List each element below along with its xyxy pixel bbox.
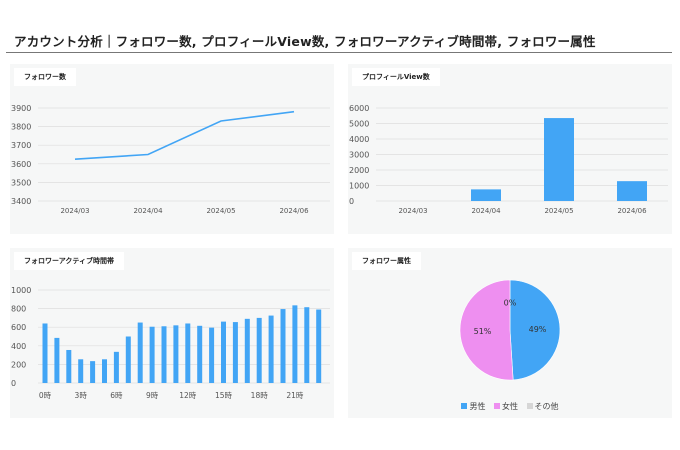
active-hour-bar bbox=[221, 321, 226, 383]
x-tick-label: 3時 bbox=[75, 391, 88, 400]
x-tick-label: 6時 bbox=[110, 391, 123, 400]
pie-slice-female bbox=[459, 279, 514, 381]
x-tick-label: 2024/04 bbox=[133, 207, 163, 215]
active-hour-bar bbox=[42, 323, 48, 383]
y-tick-label: 800 bbox=[11, 305, 26, 314]
profile-views-bar bbox=[617, 181, 647, 201]
legend-label-female: 女性 bbox=[502, 402, 518, 411]
active-hour-bar bbox=[66, 349, 72, 383]
active-hour-bar bbox=[280, 309, 286, 383]
legend-swatch-female bbox=[494, 403, 500, 409]
pie-label-other: 0% bbox=[504, 299, 517, 308]
active-hour-bar bbox=[304, 307, 310, 383]
legend-item-other[interactable]: その他 bbox=[526, 401, 559, 412]
legend-label-male: 男性 bbox=[469, 402, 486, 411]
follower-attributes-chart-title: フォロワー属性 bbox=[352, 252, 421, 270]
x-tick-label: 2024/06 bbox=[279, 207, 309, 215]
profile-views-chart-title: プロフィールView数 bbox=[352, 68, 440, 86]
legend-item-female[interactable]: 女性 bbox=[494, 401, 518, 412]
x-tick-label: 0時 bbox=[39, 391, 52, 400]
legend-label-other: その他 bbox=[534, 402, 559, 411]
active-hours-chart-panel: フォロワーアクティブ時間帯 1000 800 600 400 200 0 0時 3時 6時 9時 1… bbox=[10, 248, 334, 418]
profile-views-bar bbox=[471, 189, 501, 201]
x-tick-label: 2024/03 bbox=[60, 207, 89, 215]
active-hour-bar bbox=[256, 317, 262, 383]
y-tick-label: 3900 bbox=[11, 104, 31, 113]
y-tick-label: 3400 bbox=[11, 197, 31, 206]
y-tick-label: 6000 bbox=[349, 104, 369, 113]
y-tick-label: 3000 bbox=[349, 151, 369, 160]
x-tick-label: 2024/05 bbox=[544, 207, 573, 215]
active-hour-bar bbox=[209, 327, 215, 383]
active-hour-bar bbox=[137, 322, 143, 383]
y-tick-label: 3700 bbox=[11, 141, 31, 150]
profile-views-bar bbox=[544, 118, 574, 201]
followers-line-chart: 3900 3800 3700 3600 3500 3400 2024/03 2024/04 20… bbox=[11, 104, 330, 215]
y-tick-label: 3500 bbox=[11, 178, 31, 187]
active-hour-bar bbox=[102, 359, 107, 383]
active-hour-bar bbox=[161, 326, 167, 383]
y-tick-label: 4000 bbox=[349, 135, 369, 144]
follower-attributes-pie-chart: 49% 51% 0% bbox=[459, 279, 561, 381]
profile-views-chart-panel: プロフィールView数 6000 5000 4000 3000 2000 1000 0 202… bbox=[348, 64, 672, 234]
active-hour-bar bbox=[232, 322, 238, 383]
profile-views-bar-chart: 6000 5000 4000 3000 2000 1000 0 2024/03 2024/04 2… bbox=[349, 104, 668, 215]
active-hour-bar bbox=[173, 325, 179, 383]
active-hour-bar bbox=[125, 336, 131, 383]
y-tick-label: 0 bbox=[11, 379, 16, 388]
pie-slice-male bbox=[509, 279, 561, 381]
followers-chart-panel: フォロワー数 3900 3800 3700 3600 3500 3400 2024/03 20… bbox=[10, 64, 334, 234]
x-tick-label: 9時 bbox=[146, 391, 159, 400]
active-hour-bar bbox=[54, 337, 60, 383]
x-tick-label: 12時 bbox=[179, 391, 197, 400]
followers-chart-title: フォロワー数 bbox=[14, 68, 76, 86]
y-tick-label: 0 bbox=[349, 197, 354, 206]
active-hour-bar bbox=[185, 323, 191, 383]
legend-swatch-male bbox=[461, 403, 468, 409]
active-hour-bar bbox=[316, 309, 322, 383]
active-hour-bar bbox=[149, 326, 155, 383]
x-tick-label: 2024/06 bbox=[617, 207, 647, 215]
pie-label-male: 49% bbox=[529, 325, 547, 334]
y-tick-label: 5000 bbox=[349, 120, 369, 129]
legend-swatch-other bbox=[526, 403, 533, 409]
y-tick-label: 3600 bbox=[11, 160, 31, 169]
x-tick-label: 18時 bbox=[251, 391, 269, 400]
legend-item-male[interactable]: 男性 bbox=[461, 401, 485, 412]
y-tick-label: 600 bbox=[11, 323, 26, 332]
pie-legend: 男性 女性 その他 bbox=[348, 401, 672, 412]
active-hours-chart-title: フォロワーアクティブ時間帯 bbox=[14, 252, 124, 270]
x-tick-label: 2024/04 bbox=[471, 207, 501, 215]
y-tick-label: 200 bbox=[11, 360, 26, 369]
x-tick-label: 2024/05 bbox=[206, 207, 235, 215]
title-divider bbox=[6, 52, 672, 53]
y-tick-label: 2000 bbox=[349, 166, 369, 175]
active-hour-bar bbox=[113, 351, 119, 383]
active-hour-bar bbox=[244, 318, 250, 383]
y-tick-label: 3800 bbox=[11, 123, 31, 132]
active-hours-bar-chart: 1000 800 600 400 200 0 0時 3時 6時 9時 12時 15時 18時 21時 bbox=[11, 286, 330, 400]
y-tick-label: 1000 bbox=[349, 182, 369, 191]
x-tick-label: 21時 bbox=[286, 391, 304, 400]
page-title: アカウント分析｜フォロワー数, プロフィールView数, フォロワーアクティブ時… bbox=[14, 34, 596, 49]
x-tick-label: 2024/03 bbox=[398, 207, 427, 215]
followers-series-line bbox=[74, 110, 295, 160]
active-hour-bar bbox=[292, 305, 298, 383]
y-tick-label: 1000 bbox=[11, 286, 31, 295]
follower-attributes-chart-panel: フォロワー属性 49% 51% 0% 男性 女性 その他 bbox=[348, 248, 672, 418]
pie-label-female: 51% bbox=[474, 327, 492, 336]
active-hour-bar bbox=[268, 315, 274, 383]
active-hour-bar bbox=[90, 361, 96, 383]
active-hour-bar bbox=[197, 325, 203, 383]
active-hour-bar bbox=[78, 359, 84, 383]
y-tick-label: 400 bbox=[11, 342, 26, 351]
x-tick-label: 15時 bbox=[215, 391, 233, 400]
